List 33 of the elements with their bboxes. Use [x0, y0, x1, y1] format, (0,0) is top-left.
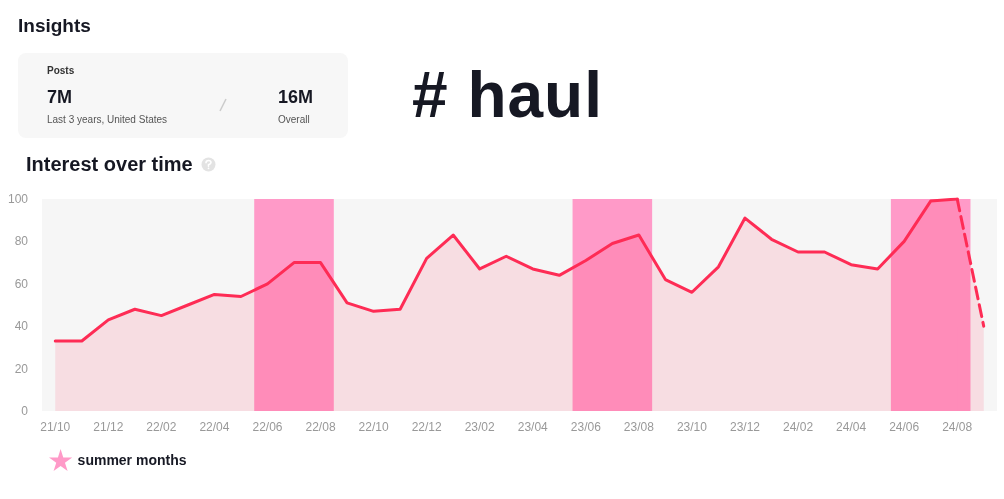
- x-tick-label: 22/06: [252, 420, 283, 434]
- x-tick-label: 22/02: [146, 420, 177, 434]
- chart-title: # haul: [412, 58, 603, 132]
- x-tick-label: 23/04: [517, 420, 549, 434]
- y-tick-label: 80: [14, 234, 29, 249]
- x-tick-label: 21/12: [93, 420, 124, 434]
- x-tick-label: 24/06: [889, 420, 920, 434]
- x-tick-label: 22/10: [358, 420, 389, 434]
- x-tick-label: 21/10: [40, 420, 71, 434]
- x-tick-label: 22/12: [411, 420, 442, 434]
- x-tick-label: 23/10: [676, 420, 708, 434]
- legend-label: summer months: [77, 452, 187, 468]
- x-tick-label: 23/02: [464, 420, 496, 434]
- text: 16M: [278, 87, 314, 108]
- y-tick-label: 40: [14, 319, 29, 334]
- x-tick-label: 24/08: [942, 420, 973, 434]
- x-tick-label: 22/08: [305, 420, 336, 434]
- x-tick-label: 23/08: [623, 420, 655, 434]
- text: Insights: [18, 15, 91, 37]
- y-tick-label: 20: [14, 361, 29, 376]
- text: Overall: [278, 114, 310, 125]
- y-tick-label: 100: [7, 192, 29, 206]
- chart-subtitle: Interest over time: [26, 153, 193, 176]
- x-tick-label: 23/12: [729, 420, 761, 434]
- y-tick-label: 60: [14, 276, 29, 291]
- x-tick-label: 24/04: [836, 420, 867, 434]
- x-tick-label: 23/06: [570, 420, 602, 434]
- text: Last 3 years, United States: [47, 114, 168, 125]
- y-tick-label: 0: [21, 404, 29, 418]
- text: Posts: [47, 65, 75, 76]
- x-tick-label: 24/02: [783, 420, 814, 434]
- x-tick-label: 22/04: [199, 420, 230, 434]
- text: 7M: [47, 87, 73, 108]
